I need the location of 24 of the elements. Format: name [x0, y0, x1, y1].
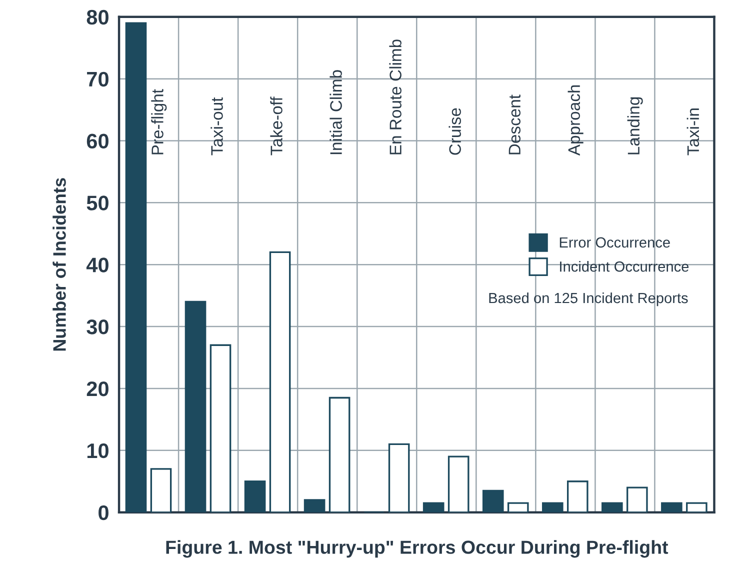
y-tick-label: 40: [86, 258, 108, 272]
y-tick-label: 60: [86, 134, 108, 149]
x-tick-label: En Route Climb: [389, 40, 402, 154]
y-tick-label: 0: [98, 505, 108, 520]
x-tick-label: Pre-flight: [151, 89, 167, 154]
x-tick-label: Approach: [568, 85, 584, 156]
x-tick-label: Taxi-out: [210, 97, 223, 156]
x-tick-label: Initial Climb: [330, 70, 342, 154]
y-axis-title: Number of Incidents: [52, 178, 66, 351]
x-tick-label: Take-off: [270, 96, 282, 156]
x-tick-label: Cruise: [448, 108, 461, 155]
x-tick-label: Landing: [627, 97, 643, 154]
y-tick-label: 50: [86, 196, 108, 210]
annotation: Based on 125 Incident Reports: [489, 292, 688, 306]
y-tick-label: 80: [86, 10, 108, 25]
legend-label: Incident Occurrence: [560, 261, 689, 272]
y-tick-label: 10: [87, 443, 108, 458]
legend-label: Error Occurrence: [560, 237, 670, 248]
text: Figure 1. Most "Hurry-up" Errors Occur During Pre-flight: [166, 540, 668, 558]
y-tick-label: 30: [86, 320, 108, 334]
y-tick-label: 20: [86, 381, 108, 396]
x-tick-label: Descent: [508, 94, 521, 154]
y-tick-label: 70: [87, 72, 108, 87]
x-tick-label: Taxi-in: [686, 108, 700, 156]
